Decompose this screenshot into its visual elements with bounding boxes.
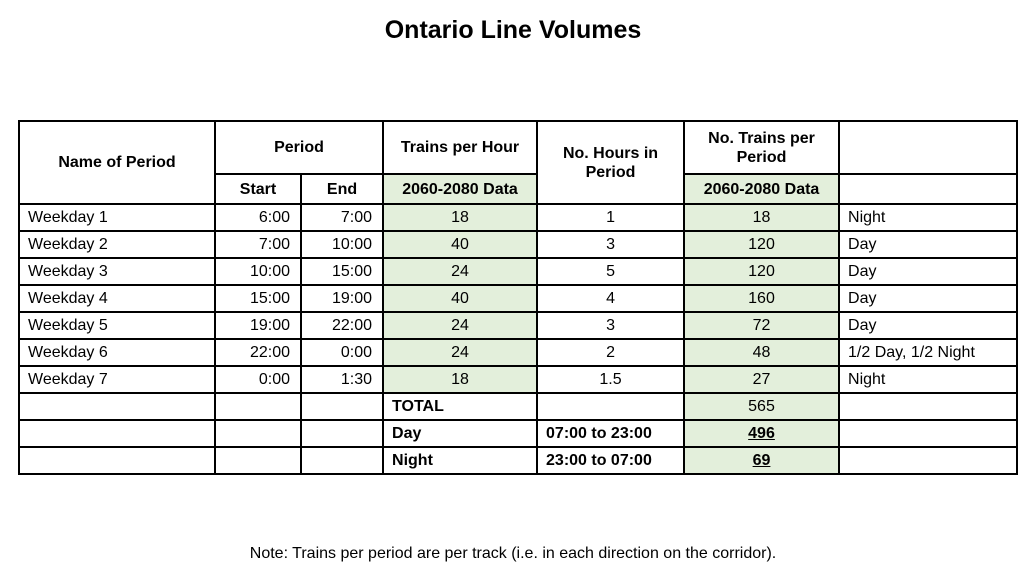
start-time-cell: 6:00 [214, 203, 302, 232]
col-header-name-of-period: Name of Period [18, 120, 216, 205]
start-time-cell: 7:00 [214, 230, 302, 259]
period-name-cell: Weekday 3 [18, 257, 216, 286]
hours-in-period-cell: 2 [536, 338, 686, 367]
col-header-trains-per-hour: Trains per Hour [382, 120, 539, 175]
col-subheader-blank [838, 173, 1019, 205]
col-header-period: Period [213, 120, 385, 175]
start-time-cell: 22:00 [214, 338, 302, 367]
table-row-weekday-7: Weekday 7 0:00 1:30 18 1.5 27 Night [18, 365, 1019, 394]
empty-cell [299, 419, 385, 448]
hours-in-period-cell: 1.5 [536, 365, 686, 394]
page-title: Ontario Line Volumes [384, 16, 642, 44]
day-night-cell: Day [838, 284, 1019, 313]
summary-row-night: Night 23:00 to 07:00 69 [18, 446, 1019, 475]
empty-cell [838, 419, 1019, 448]
total-label-cell: TOTAL [382, 392, 539, 421]
hours-in-period-cell: 4 [536, 284, 686, 313]
end-time-cell: 15:00 [299, 257, 385, 286]
day-night-cell: Night [838, 365, 1019, 394]
start-time-cell: 0:00 [214, 365, 302, 394]
col-subheader-start: Start [214, 173, 302, 205]
col-subheader-tph-data-label: 2060-2080 Data [382, 173, 539, 205]
total-range-cell [536, 392, 686, 421]
empty-cell [18, 446, 216, 475]
table-row-weekday-4: Weekday 4 15:00 19:00 40 4 160 Day [18, 284, 1019, 313]
empty-cell [299, 446, 385, 475]
day-label-cell: Day [382, 419, 539, 448]
table-row-weekday-2: Weekday 2 7:00 10:00 40 3 120 Day [18, 230, 1019, 259]
period-name-cell: Weekday 1 [18, 203, 216, 232]
trains-per-hour-cell: 24 [382, 311, 539, 340]
trains-per-period-cell: 120 [683, 230, 841, 259]
empty-cell [18, 392, 216, 421]
end-time-cell: 0:00 [299, 338, 385, 367]
day-night-cell: Day [838, 257, 1019, 286]
end-time-cell: 19:00 [299, 284, 385, 313]
empty-cell [18, 419, 216, 448]
hours-in-period-cell: 3 [536, 311, 686, 340]
header-row-top: Name of Period Period Trains per Hour No… [18, 120, 1019, 205]
footnote: Note: Trains per period are per track (i… [249, 545, 777, 562]
hours-in-period-cell: 3 [536, 230, 686, 259]
trains-per-period-cell: 160 [683, 284, 841, 313]
period-name-cell: Weekday 7 [18, 365, 216, 394]
end-time-cell: 1:30 [299, 365, 385, 394]
period-name-cell: Weekday 5 [18, 311, 216, 340]
night-range-cell: 23:00 to 07:00 [536, 446, 686, 475]
trains-per-hour-cell: 40 [382, 284, 539, 313]
start-time-cell: 10:00 [214, 257, 302, 286]
table-row-weekday-5: Weekday 5 19:00 22:00 24 3 72 Day [18, 311, 1019, 340]
empty-cell [299, 392, 385, 421]
trains-per-period-cell: 120 [683, 257, 841, 286]
trains-per-period-cell: 27 [683, 365, 841, 394]
trains-per-hour-cell: 18 [382, 365, 539, 394]
trains-per-hour-cell: 18 [382, 203, 539, 232]
end-time-cell: 7:00 [299, 203, 385, 232]
day-range-cell: 07:00 to 23:00 [536, 419, 686, 448]
trains-per-period-cell: 72 [683, 311, 841, 340]
empty-cell [838, 446, 1019, 475]
day-value-cell: 496 [683, 419, 841, 448]
hours-in-period-cell: 1 [536, 203, 686, 232]
empty-cell [838, 392, 1019, 421]
day-night-cell: Day [838, 230, 1019, 259]
period-name-cell: Weekday 6 [18, 338, 216, 367]
trains-per-hour-cell: 24 [382, 257, 539, 286]
day-night-cell: 1/2 Day, 1/2 Night [838, 338, 1019, 367]
period-name-cell: Weekday 2 [18, 230, 216, 259]
end-time-cell: 22:00 [299, 311, 385, 340]
trains-per-period-cell: 18 [683, 203, 841, 232]
end-time-cell: 10:00 [299, 230, 385, 259]
trains-per-hour-cell: 40 [382, 230, 539, 259]
start-time-cell: 15:00 [214, 284, 302, 313]
summary-row-total: TOTAL 565 [18, 392, 1019, 421]
empty-cell [214, 392, 302, 421]
col-header-no-hours-in-period: No. Hours in Period [536, 120, 686, 205]
night-label-cell: Night [382, 446, 539, 475]
start-time-cell: 19:00 [214, 311, 302, 340]
table-row-weekday-6: Weekday 6 22:00 0:00 24 2 48 1/2 Day, 1/… [18, 338, 1019, 367]
period-name-cell: Weekday 4 [18, 284, 216, 313]
day-night-cell: Night [838, 203, 1019, 232]
col-subheader-end: End [299, 173, 385, 205]
header-row-sub: Start End 2060-2080 Data 2060-2080 Data [19, 173, 1019, 205]
volumes-table: Name of Period Period Trains per Hour No… [18, 120, 1019, 475]
col-header-blank-top [838, 120, 1019, 175]
day-night-cell: Day [838, 311, 1019, 340]
trains-per-period-cell: 48 [683, 338, 841, 367]
hours-in-period-cell: 5 [536, 257, 686, 286]
table-row-weekday-1: Weekday 1 6:00 7:00 18 1 18 Night [18, 203, 1019, 232]
col-subheader-trains-data-label: 2060-2080 Data [683, 173, 841, 205]
trains-per-hour-cell: 24 [382, 338, 539, 367]
empty-cell [214, 419, 302, 448]
night-value-cell: 69 [683, 446, 841, 475]
col-header-no-trains-per-period: No. Trains per Period [683, 120, 841, 175]
table-row-weekday-3: Weekday 3 10:00 15:00 24 5 120 Day [18, 257, 1019, 286]
total-value-cell: 565 [683, 392, 841, 421]
empty-cell [214, 446, 302, 475]
summary-row-day: Day 07:00 to 23:00 496 [18, 419, 1019, 448]
